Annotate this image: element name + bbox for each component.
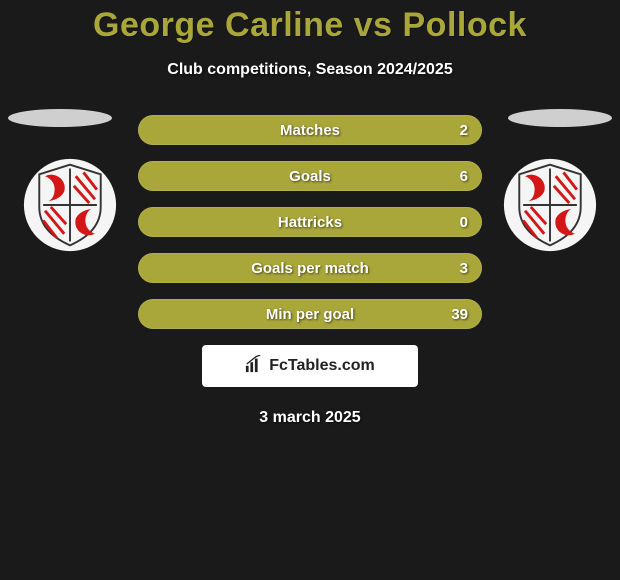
player-left-shadow [8,109,112,127]
club-crest-right [502,157,598,253]
shield-icon [502,157,598,253]
stat-label: Hattricks [138,214,482,231]
watermark-text: FcTables.com [269,357,375,375]
stat-bar: Goals per match 3 [138,253,482,283]
player-right-shadow [508,109,612,127]
comparison-card: George Carline vs Pollock Club competiti… [0,0,620,427]
stat-bar: Min per goal 39 [138,299,482,329]
stat-value: 39 [451,306,468,323]
stat-value: 2 [460,122,468,139]
chart-icon [245,355,263,378]
stat-bar: Matches 2 [138,115,482,145]
stat-label: Min per goal [138,306,482,323]
stat-label: Matches [138,122,482,139]
stat-label: Goals [138,168,482,185]
watermark: FcTables.com [202,345,418,387]
page-title: George Carline vs Pollock [0,0,620,45]
stat-value: 0 [460,214,468,231]
shield-icon [22,157,118,253]
stats-area: Matches 2 Goals 6 Hattricks 0 Goals per … [0,115,620,427]
stat-bar: Goals 6 [138,161,482,191]
stat-label: Goals per match [138,260,482,277]
stat-value: 6 [460,168,468,185]
subtitle: Club competitions, Season 2024/2025 [0,61,620,79]
club-crest-left [22,157,118,253]
stat-bars: Matches 2 Goals 6 Hattricks 0 Goals per … [138,115,482,329]
stat-bar: Hattricks 0 [138,207,482,237]
date-text: 3 march 2025 [0,409,620,427]
stat-value: 3 [460,260,468,277]
